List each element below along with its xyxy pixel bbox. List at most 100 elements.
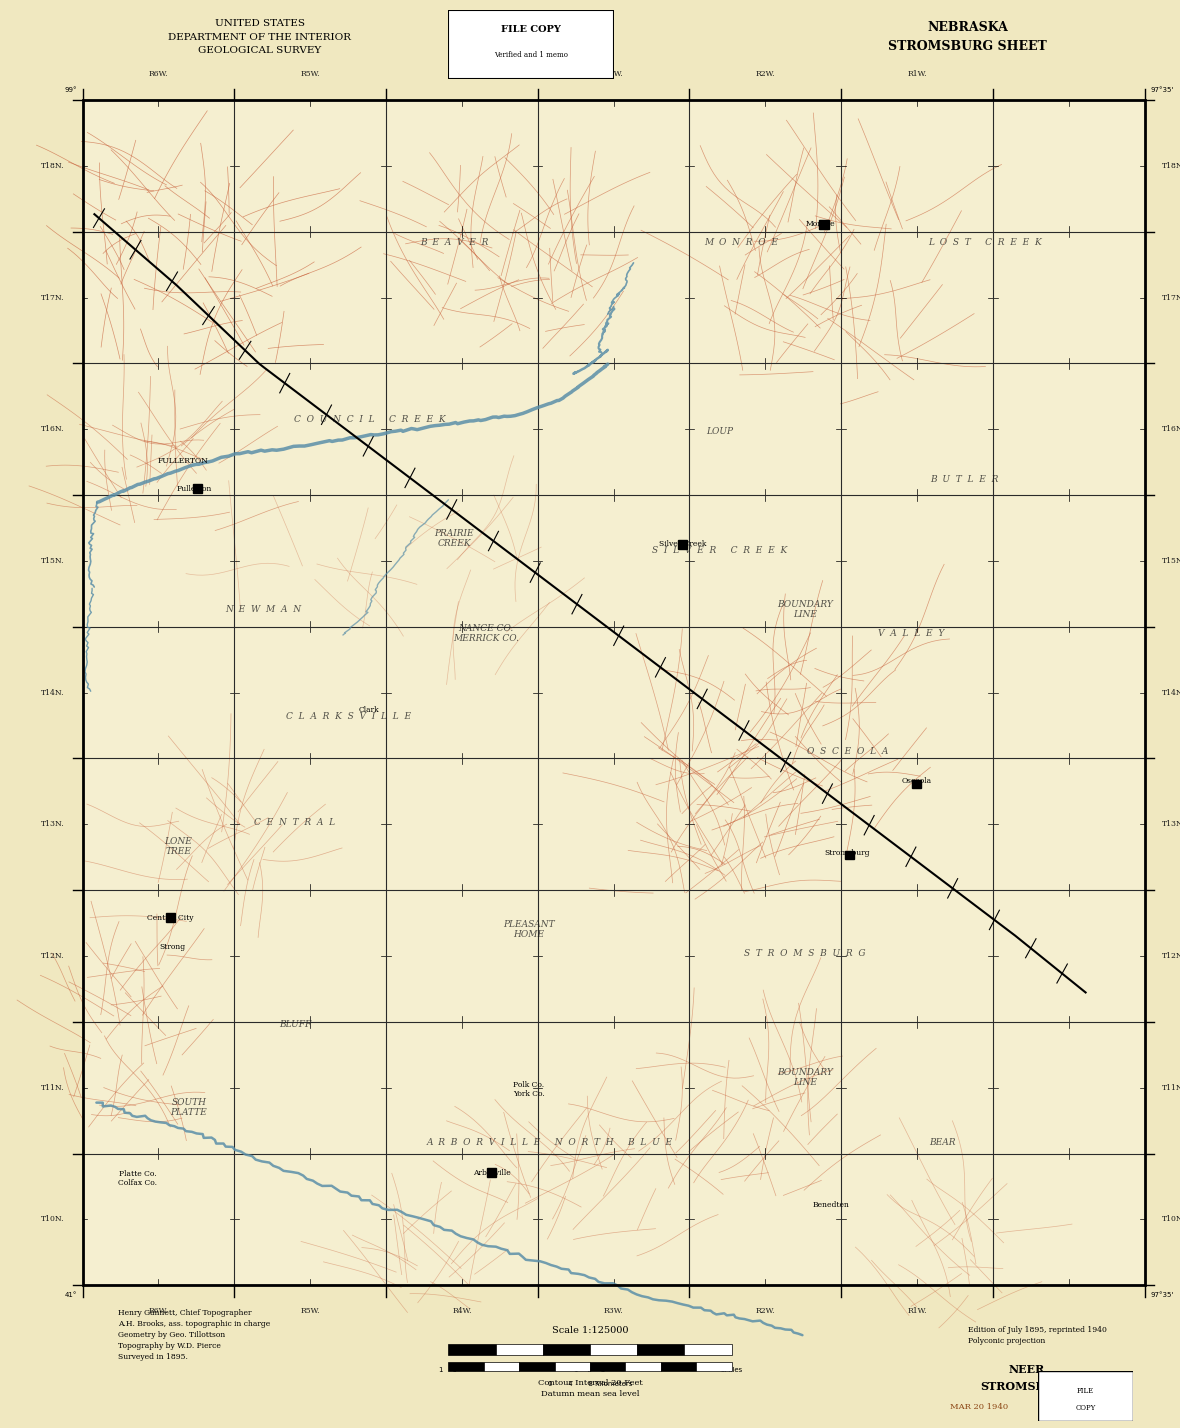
- Text: V  A  L  L  E  Y: V A L L E Y: [878, 628, 944, 638]
- Text: S  I  L  V  E  R     C  R  E  E  K: S I L V E R C R E E K: [653, 545, 787, 555]
- Text: Platte Co.
Colfax Co.: Platte Co. Colfax Co.: [118, 1170, 157, 1187]
- Text: T14N.: T14N.: [41, 688, 65, 697]
- Text: R4W.: R4W.: [452, 70, 472, 79]
- Text: FILE COPY: FILE COPY: [502, 24, 560, 34]
- Text: 99°: 99°: [64, 87, 77, 93]
- Text: T18N.: T18N.: [41, 161, 65, 170]
- Text: R5W.: R5W.: [301, 70, 320, 79]
- Text: BOUNDARY
LINE: BOUNDARY LINE: [776, 600, 833, 620]
- Text: SOUTH
PLATTE: SOUTH PLATTE: [170, 1098, 208, 1117]
- Text: NEER
STROMSBURG: NEER STROMSBURG: [981, 1364, 1073, 1392]
- Text: UNITED STATES
DEPARTMENT OF THE INTERIOR
GEOLOGICAL SURVEY: UNITED STATES DEPARTMENT OF THE INTERIOR…: [168, 20, 352, 54]
- Text: S  T  R  O  M  S  B  U  R  G: S T R O M S B U R G: [743, 948, 866, 958]
- Bar: [590, 1362, 625, 1371]
- Text: Central City: Central City: [148, 914, 194, 922]
- Text: Silver Creek: Silver Creek: [658, 540, 707, 548]
- Text: T12N.: T12N.: [41, 952, 65, 960]
- Text: PRAIRIE
CREEK: PRAIRIE CREEK: [434, 528, 474, 548]
- Text: NANCE CO.
MERRICK CO.: NANCE CO. MERRICK CO.: [453, 624, 519, 643]
- Text: T11N.: T11N.: [1162, 1084, 1180, 1091]
- Text: Fullerton: Fullerton: [177, 484, 211, 493]
- Text: FULLERTON: FULLERTON: [158, 457, 209, 466]
- Text: R1W.: R1W.: [907, 1307, 926, 1315]
- Bar: [192, 484, 202, 493]
- Bar: [448, 1344, 496, 1355]
- Text: M  O  N  R  O  E: M O N R O E: [704, 237, 778, 247]
- Text: BOUNDARY
LINE: BOUNDARY LINE: [776, 1068, 833, 1088]
- Text: 965: 965: [1087, 1402, 1108, 1411]
- Text: 41°: 41°: [65, 1292, 77, 1298]
- Text: Osceola: Osceola: [902, 777, 931, 785]
- Text: Stromsburg: Stromsburg: [825, 848, 870, 857]
- Text: T10N.: T10N.: [41, 1215, 65, 1224]
- Bar: [590, 1344, 637, 1355]
- Bar: [684, 1344, 732, 1355]
- Text: C  O  U  N  C  I  L     C  R  E  E  K: C O U N C I L C R E E K: [294, 416, 445, 424]
- Text: R5W.: R5W.: [301, 1307, 320, 1315]
- Text: B  E  A  V  E  R: B E A V E R: [420, 237, 489, 247]
- Text: T16N.: T16N.: [41, 426, 65, 433]
- Text: T15N.: T15N.: [41, 557, 65, 565]
- Text: A  R  B  O  R  V  I  L  L  E     N  O  R  T  H     B  L  U  E: A R B O R V I L L E N O R T H B L U E: [427, 1138, 673, 1148]
- Text: COPY: COPY: [1075, 1404, 1096, 1412]
- Bar: [166, 914, 176, 922]
- Text: T11N.: T11N.: [41, 1084, 65, 1091]
- Text: T13N.: T13N.: [41, 820, 65, 828]
- Text: 97°35': 97°35': [1150, 1292, 1174, 1298]
- Bar: [543, 1344, 590, 1355]
- Text: T15N.: T15N.: [1162, 557, 1180, 565]
- Text: T14N.: T14N.: [1162, 688, 1180, 697]
- Bar: [677, 540, 687, 548]
- Text: C  L  A  R  K  S  V  I  L  L  E: C L A R K S V I L L E: [286, 711, 411, 721]
- Text: Contour Interval 20 Feet
Datumn mean sea level: Contour Interval 20 Feet Datumn mean sea…: [538, 1378, 642, 1398]
- Text: Verified and 1 memo: Verified and 1 memo: [494, 50, 568, 59]
- Text: Strong: Strong: [159, 944, 186, 951]
- Text: Edition of July 1895, reprinted 1940
Polyconic projection: Edition of July 1895, reprinted 1940 Pol…: [968, 1325, 1107, 1345]
- Text: T18N.: T18N.: [1162, 161, 1180, 170]
- Text: LOUP: LOUP: [707, 427, 733, 437]
- Text: 97°35': 97°35': [1150, 87, 1174, 93]
- Bar: [625, 1362, 661, 1371]
- Text: LONE
TREE: LONE TREE: [164, 837, 192, 857]
- Text: 0       4       8 Kilometers: 0 4 8 Kilometers: [548, 1381, 632, 1387]
- Bar: [661, 1362, 696, 1371]
- Bar: [448, 1362, 484, 1371]
- Text: N  E  W  M  A  N: N E W M A N: [225, 605, 301, 614]
- Text: R3W.: R3W.: [604, 1307, 623, 1315]
- Text: Polk Co.
York Co.: Polk Co. York Co.: [513, 1081, 544, 1098]
- Text: R2W.: R2W.: [755, 1307, 775, 1315]
- Text: L  O  S  T     C  R  E  E  K: L O S T C R E E K: [929, 237, 1042, 247]
- Text: R2W.: R2W.: [755, 70, 775, 79]
- Text: R4W.: R4W.: [452, 1307, 472, 1315]
- Text: B  U  T  L  E  R: B U T L E R: [930, 474, 998, 484]
- Text: R3W.: R3W.: [604, 70, 623, 79]
- Text: BEAR: BEAR: [930, 1138, 956, 1148]
- Text: R6W.: R6W.: [149, 70, 169, 79]
- Text: R1W.: R1W.: [907, 70, 926, 79]
- Text: Benedten: Benedten: [813, 1201, 850, 1208]
- Bar: [83, 100, 1145, 1285]
- Text: MAR 20 1940: MAR 20 1940: [950, 1402, 1009, 1411]
- Text: T12N.: T12N.: [1162, 952, 1180, 960]
- Bar: [845, 851, 854, 860]
- Text: T16N.: T16N.: [1162, 426, 1180, 433]
- Bar: [496, 1344, 543, 1355]
- Text: O  S  C  E  O  L  A: O S C E O L A: [807, 747, 887, 757]
- Text: Clark: Clark: [359, 707, 380, 714]
- Bar: [486, 1168, 496, 1177]
- Bar: [555, 1362, 590, 1371]
- Text: Arborville: Arborville: [473, 1168, 510, 1177]
- Bar: [696, 1362, 732, 1371]
- Text: FILE: FILE: [1077, 1387, 1094, 1395]
- Bar: [519, 1362, 555, 1371]
- Text: T13N.: T13N.: [1162, 820, 1180, 828]
- Bar: [484, 1362, 519, 1371]
- Text: 5Miles: 5Miles: [721, 1367, 742, 1372]
- Bar: [819, 220, 828, 228]
- Text: Scale 1:125000: Scale 1:125000: [552, 1327, 628, 1335]
- Text: Monroe: Monroe: [806, 220, 835, 228]
- Text: 1    0: 1 0: [439, 1367, 458, 1372]
- Text: C  E  N  T  R  A  L: C E N T R A L: [255, 818, 335, 827]
- Text: T17N.: T17N.: [1162, 294, 1180, 301]
- Text: PLEASANT
HOME: PLEASANT HOME: [503, 920, 555, 940]
